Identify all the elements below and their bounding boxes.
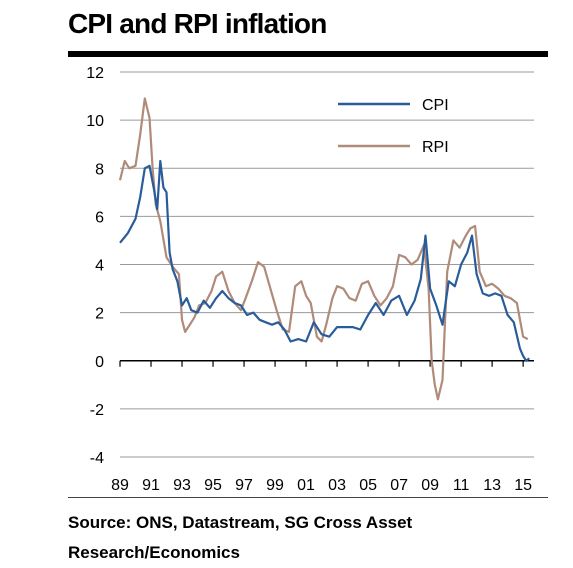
series-line-rpi	[118, 97, 529, 401]
x-tick-label: 11	[453, 477, 470, 494]
x-axis	[119, 359, 534, 367]
x-tick-label: 01	[297, 477, 315, 494]
y-tick-label: -2	[90, 402, 104, 419]
x-tick-label: 93	[173, 477, 191, 494]
y-tick-label: 0	[95, 354, 104, 371]
y-tick-label: 12	[86, 65, 104, 82]
legend-label-rpi: RPI	[422, 139, 449, 156]
legend: CPI RPI	[338, 97, 449, 156]
page-title: CPI and RPI inflation	[68, 8, 327, 39]
source-rule	[68, 497, 548, 498]
y-tick-label: -4	[90, 450, 104, 467]
x-tick-label: 09	[421, 477, 439, 494]
y-tick-label: 4	[95, 258, 104, 275]
x-tick-label: 07	[390, 477, 408, 494]
source-note: Source: ONS, Datastream, SG Cross Asset …	[68, 513, 413, 562]
legend-label-cpi: CPI	[422, 97, 449, 114]
y-tick-label: 6	[95, 209, 104, 226]
x-tick-label: 03	[328, 477, 346, 494]
y-tick-label: 8	[95, 161, 104, 178]
y-tick-label: 10	[86, 113, 104, 130]
series-lines	[118, 97, 530, 401]
x-tick-label: 91	[142, 477, 160, 494]
x-tick-labels: 89 91 93 95 97 99 01 03 05 07 09 11 13 15	[111, 477, 532, 494]
line-chart: -4 -2 0 2 4 6 8 10 12 89 91 93 95 97 99 01 03 05 07 09 11 13…	[86, 65, 534, 494]
x-tick-label: 97	[235, 477, 253, 494]
series-line-cpi	[119, 159, 530, 362]
y-tick-label: 2	[95, 306, 104, 323]
y-tick-labels: -4 -2 0 2 4 6 8 10 12	[86, 65, 104, 467]
title-rule	[68, 51, 548, 57]
x-tick-label: 05	[359, 477, 377, 494]
x-tick-label: 89	[111, 477, 129, 494]
x-tick-label: 15	[514, 477, 532, 494]
x-tick-label: 13	[483, 477, 501, 494]
x-tick-label: 95	[204, 477, 222, 494]
gridlines	[120, 71, 534, 458]
x-tick-label: 99	[266, 477, 284, 494]
